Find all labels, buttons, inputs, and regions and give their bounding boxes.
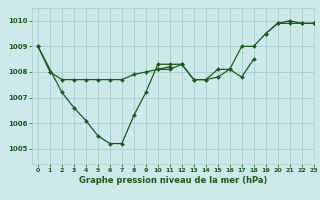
- X-axis label: Graphe pression niveau de la mer (hPa): Graphe pression niveau de la mer (hPa): [79, 176, 267, 185]
